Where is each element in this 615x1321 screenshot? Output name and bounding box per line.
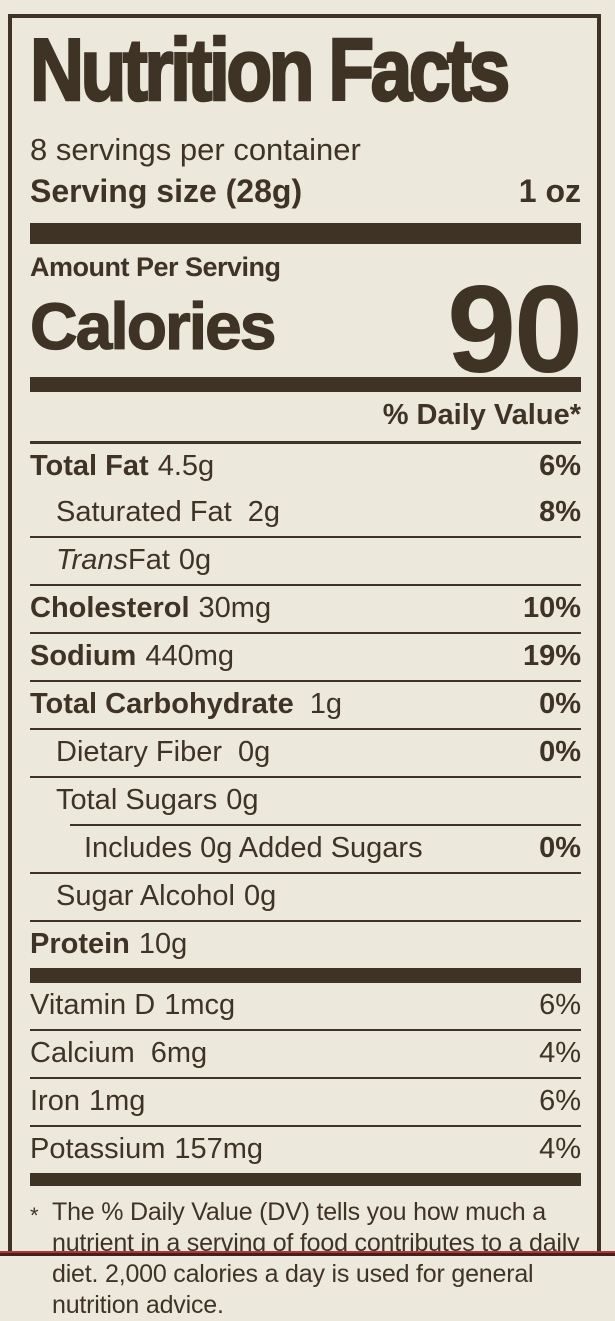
- nutrition-label-page: { "label": { "title": "Nutrition Facts",…: [0, 14, 615, 1319]
- nutrient-row-total-fat: Total Fat 4.5g 6%: [30, 441, 581, 490]
- divider-bar-medium: [30, 377, 581, 392]
- nutrient-name: Saturated Fat: [56, 496, 232, 528]
- nutrient-row-trans-fat: Trans Fat 0g: [30, 536, 581, 584]
- servings-per-container: 8 servings per container: [30, 132, 361, 167]
- nutrient-amount: 4.5g: [157, 450, 215, 482]
- amount-per-serving-label: Amount Per Serving: [30, 252, 281, 282]
- nutrient-amount: 2g: [247, 496, 280, 528]
- panel-header: Nutrition Facts: [29, 20, 581, 119]
- divider-bar-thick: [30, 223, 581, 244]
- nutrient-dv: 19%: [522, 640, 581, 672]
- nutrient-name: Total Carbohydrate: [30, 688, 294, 720]
- vitamin-amount: 157mg: [174, 1133, 264, 1165]
- vitamin-dv: 6%: [539, 989, 581, 1021]
- nutrient-row-total-sugars: Total Sugars 0g: [30, 776, 581, 824]
- nutrient-row-dietary-fiber: Dietary Fiber 0g 0%: [30, 728, 581, 776]
- footnote-asterisk: *: [30, 1203, 39, 1228]
- vitamin-name: Iron: [30, 1085, 80, 1117]
- nutrient-name: Sodium: [30, 640, 137, 672]
- nutrient-name: Fat: [127, 544, 170, 576]
- nutrient-amount: 0g: [238, 736, 271, 768]
- vitamin-row-calcium: Calcium 6mg 4%: [30, 1029, 581, 1077]
- nutrient-amount: 440mg: [145, 640, 235, 672]
- nutrient-amount: 0g: [226, 784, 259, 816]
- nutrient-row-protein: Protein 10g: [30, 920, 581, 968]
- nutrient-name: Dietary Fiber: [56, 736, 222, 768]
- footnote-text: The % Daily Value (DV) tells you how muc…: [52, 1198, 580, 1319]
- nutrient-dv: 0%: [539, 688, 581, 720]
- vitamin-amount: 6mg: [150, 1037, 208, 1069]
- nutrient-rows: Total Fat 4.5g 6% Saturated Fat 2g 8% Tr…: [30, 441, 581, 968]
- calories-row: Calories 90: [29, 268, 583, 392]
- nutrient-dv: 6%: [539, 450, 581, 482]
- nutrient-dv: 10%: [522, 592, 581, 624]
- nutrition-facts-panel: Nutrition Facts 8 servings per container…: [8, 14, 601, 1319]
- nutrient-amount: 0g: [178, 544, 212, 576]
- nutrient-name: Total Fat: [30, 450, 149, 482]
- nutrient-name: Includes 0g Added Sugars: [84, 832, 423, 864]
- nutrient-dv: 8%: [539, 496, 581, 528]
- nutrient-row-cholesterol: Cholesterol 30mg 10%: [30, 584, 581, 632]
- vitamin-name: Vitamin D: [30, 989, 156, 1021]
- nutrient-amount: 10g: [138, 928, 188, 960]
- panel-title: Nutrition Facts: [29, 20, 511, 119]
- bottom-edge-strip: [0, 1251, 615, 1256]
- divider-bar-small: [30, 1173, 581, 1186]
- nutrient-row-added-sugars: Includes 0g Added Sugars 0%: [70, 824, 581, 872]
- nutrient-name: Cholesterol: [30, 592, 190, 624]
- calories-value: 90: [447, 261, 583, 399]
- divider-bar-medium: [30, 968, 581, 983]
- vitamin-dv: 6%: [539, 1085, 581, 1117]
- nutrient-amount: 0g: [243, 880, 277, 912]
- vitamin-amount: 1mcg: [164, 989, 236, 1021]
- vitamin-name: Calcium: [30, 1037, 135, 1069]
- serving-size-label: Serving size (28g): [30, 173, 303, 209]
- vitamin-dv: 4%: [539, 1037, 581, 1069]
- serving-size-row: Serving size (28g) 1 oz: [30, 173, 581, 210]
- nutrient-dv: 0%: [539, 832, 581, 864]
- vitamin-row-potassium: Potassium 157mg 4%: [30, 1125, 581, 1173]
- vitamin-name: Potassium: [30, 1133, 166, 1165]
- nutrient-name: Sugar Alcohol: [56, 880, 235, 912]
- vitamin-rows: Vitamin D 1mcg 6% Calcium 6mg 4% Iron 1m…: [30, 983, 581, 1173]
- daily-value-header: % Daily Value*: [382, 399, 581, 431]
- nutrient-amount: 1g: [309, 688, 342, 720]
- serving-size-value: 1 oz: [518, 173, 581, 209]
- nutrient-row-sodium: Sodium 440mg 19%: [30, 632, 581, 680]
- nutrient-dv: 0%: [539, 736, 581, 768]
- nutrient-row-saturated-fat: Saturated Fat 2g 8%: [30, 490, 581, 536]
- vitamin-row-vitamin-d: Vitamin D 1mcg 6%: [30, 983, 581, 1029]
- vitamin-row-iron: Iron 1mg 6%: [30, 1077, 581, 1125]
- nutrient-row-sugar-alcohol: Sugar Alcohol 0g: [30, 872, 581, 920]
- nutrient-name: Total Sugars: [56, 784, 218, 816]
- calories-label: Calories: [29, 288, 277, 363]
- nutrient-row-total-carbohydrate: Total Carbohydrate 1g 0%: [30, 680, 581, 728]
- vitamin-amount: 1mg: [88, 1085, 146, 1117]
- nutrient-name-italic: Trans: [56, 544, 128, 576]
- nutrient-name: Protein: [30, 928, 130, 960]
- vitamin-dv: 4%: [539, 1133, 581, 1165]
- nutrient-amount: 30mg: [198, 592, 272, 624]
